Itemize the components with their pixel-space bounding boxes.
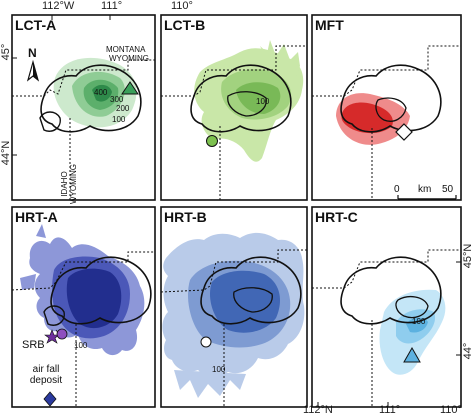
panel-title-mft: MFT	[315, 17, 344, 33]
top-lon-label-111: 111°	[101, 0, 123, 12]
caldera-lobe-lct-a	[39, 111, 61, 132]
top-lon-label-112: 112°W	[42, 0, 75, 12]
panel-hrt-a	[12, 224, 155, 407]
lct-b-fingers	[260, 40, 300, 76]
hrt-c-core	[406, 317, 428, 333]
caldera-lobe-mft	[375, 97, 407, 122]
air-fall-diamond	[43, 391, 57, 407]
state-border-mt-wy-d	[12, 251, 155, 291]
caldera-lobe-lct-b	[227, 91, 267, 117]
contour-label-hrt-b: 100	[212, 365, 226, 374]
panel-title-hrt-b: HRT-B	[164, 209, 207, 225]
caldera-lobe-hrt-a	[43, 305, 65, 326]
scale-zero: 0	[394, 184, 400, 195]
caldera-outline-mft	[340, 64, 442, 133]
montana-label: MONTANA	[106, 45, 146, 54]
caldera-outline-hrt-a	[50, 256, 152, 325]
hrt-a-core	[66, 268, 122, 329]
panel-lct-b	[161, 40, 307, 200]
panel-title-lct-a: LCT-A	[15, 17, 57, 33]
lct-b-inner-extent	[236, 82, 281, 114]
state-border-mt-wy-c	[312, 45, 461, 97]
tick-marks	[12, 15, 461, 407]
contour-label-300: 300	[110, 95, 124, 104]
vent-star-srb	[44, 329, 60, 344]
contour-label-400: 400	[94, 88, 108, 97]
panel-hrt-b	[161, 232, 307, 407]
vent-circle-hrt-b	[200, 336, 212, 348]
contour-label-200: 200	[116, 104, 130, 113]
contour-label-hrt-a: 100	[74, 341, 88, 350]
hrt-a-finger-2	[20, 274, 36, 290]
hrt-b-core	[209, 270, 280, 333]
vent-triangle-lct-a	[121, 81, 139, 95]
scale-bar	[397, 195, 457, 200]
contour-label-lct-b: 100	[256, 97, 270, 106]
top-lon-label-110: 110°	[171, 0, 193, 12]
lct-a-contour-400	[92, 84, 112, 102]
panel-lct-a	[12, 57, 155, 200]
idaho-label: IDAHO	[60, 171, 69, 197]
caldera-lobe-hrt-c	[395, 295, 429, 319]
hrt-b-fingers	[174, 370, 246, 398]
caldera-outline-hrt-b	[200, 256, 302, 325]
vent-circle-lct-b	[206, 135, 218, 147]
panel-title-hrt-a: HRT-A	[15, 209, 58, 225]
panel-mft	[312, 45, 461, 200]
vent-circle-srb	[56, 328, 68, 340]
panel-hrt-c	[312, 249, 461, 407]
caldera-outline-lct-a	[40, 64, 142, 133]
panel-title-lct-b: LCT-B	[164, 17, 206, 33]
panel-frames	[11, 14, 462, 408]
contour-label-100: 100	[112, 115, 126, 124]
vent-triangle-hrt-c	[403, 346, 421, 363]
state-border-mt-wy-e	[161, 249, 307, 293]
vent-diamond-mft	[395, 123, 413, 141]
contour-label-hrt-c: 100	[412, 317, 426, 326]
caldera-outline-lct-b	[190, 64, 292, 133]
wyoming-vertical-label: WYOMING	[69, 164, 78, 204]
scale-unit: km	[418, 184, 432, 195]
wyoming-label: WYOMING	[109, 54, 149, 63]
scale-max: 50	[442, 184, 454, 195]
state-border-mt-wy-a	[12, 59, 155, 97]
state-border-mt-wy-f	[312, 249, 461, 289]
srb-label: SRB	[22, 339, 45, 351]
caldera-outline-hrt-c	[340, 256, 442, 325]
hrt-a-finger-1	[36, 224, 46, 238]
air-fall-label: air fall deposit	[29, 364, 63, 386]
north-arrow	[26, 59, 40, 82]
state-border-mt-wy-b	[161, 45, 307, 97]
caldera-lobe-hrt-b	[233, 287, 273, 313]
north-label: N	[28, 46, 37, 60]
panel-title-hrt-c: HRT-C	[315, 209, 358, 225]
